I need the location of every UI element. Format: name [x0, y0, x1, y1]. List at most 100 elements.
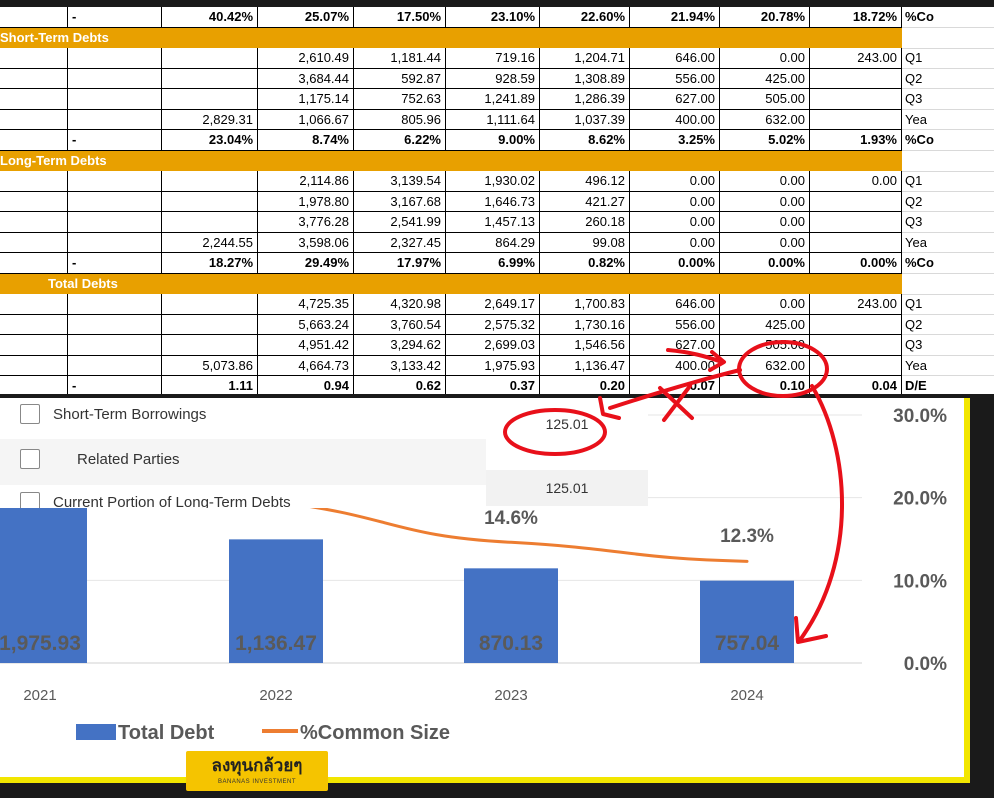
cell[interactable]: 3,684.44 [258, 68, 354, 89]
cell[interactable]: 5,663.24 [258, 314, 354, 335]
cell[interactable] [0, 191, 68, 212]
cell[interactable]: 4,320.98 [354, 294, 446, 315]
cell[interactable]: 40.42% [162, 7, 258, 28]
row-label[interactable]: Yea [902, 110, 994, 130]
cell[interactable]: 1,930.02 [446, 171, 540, 192]
cell[interactable]: 3,133.42 [354, 355, 446, 376]
cell[interactable]: 0.00% [720, 253, 810, 274]
cell[interactable] [0, 212, 68, 233]
cell[interactable] [810, 191, 902, 212]
cell[interactable] [810, 314, 902, 335]
row-label[interactable]: Q3 [902, 335, 994, 356]
cell[interactable]: 6.22% [354, 130, 446, 151]
cell[interactable]: 496.12 [540, 171, 630, 192]
cell[interactable]: 21.94% [630, 7, 720, 28]
cell[interactable] [0, 294, 68, 315]
cell[interactable]: 1,037.39 [540, 109, 630, 130]
cell[interactable]: 99.08 [540, 232, 630, 253]
cell[interactable]: 3,598.06 [258, 232, 354, 253]
cell[interactable]: 805.96 [354, 109, 446, 130]
cell[interactable]: 4,725.35 [258, 294, 354, 315]
cell[interactable]: 1,308.89 [540, 68, 630, 89]
cell[interactable]: 752.63 [354, 89, 446, 110]
cell[interactable]: 6.99% [446, 253, 540, 274]
cell[interactable]: 0.00 [720, 171, 810, 192]
cell[interactable] [810, 212, 902, 233]
cell[interactable]: 3,294.62 [354, 335, 446, 356]
cell[interactable]: - [68, 7, 162, 28]
cell[interactable] [68, 109, 162, 130]
cell[interactable]: 2,575.32 [446, 314, 540, 335]
cell[interactable]: 4,664.73 [258, 355, 354, 376]
row-label[interactable]: %Co [902, 253, 994, 274]
cell[interactable]: 2,829.31 [162, 109, 258, 130]
cell[interactable]: 1,975.93 [446, 355, 540, 376]
cell[interactable] [162, 89, 258, 110]
cell[interactable]: 23.04% [162, 130, 258, 151]
row-label[interactable]: Q3 [902, 89, 994, 110]
cell[interactable]: 505.00 [720, 89, 810, 110]
cell[interactable] [0, 232, 68, 253]
checkbox[interactable] [20, 449, 40, 469]
cell[interactable]: - [68, 130, 162, 151]
cell[interactable]: 0.00 [630, 171, 720, 192]
cell[interactable]: 0.82% [540, 253, 630, 274]
cell[interactable]: 18.72% [810, 7, 902, 28]
row-label[interactable]: Q1 [902, 48, 994, 69]
cell[interactable]: 18.27% [162, 253, 258, 274]
cell[interactable]: 1,111.64 [446, 109, 540, 130]
cell[interactable] [810, 232, 902, 253]
cell[interactable] [68, 171, 162, 192]
row-label[interactable]: %Co [902, 7, 994, 28]
cell[interactable] [0, 314, 68, 335]
cell[interactable]: 2,114.86 [258, 171, 354, 192]
cell[interactable] [68, 335, 162, 356]
cell[interactable] [0, 171, 68, 192]
cell[interactable] [810, 109, 902, 130]
row-label[interactable]: Yea [902, 233, 994, 253]
row-label[interactable]: %Co [902, 130, 994, 151]
cell[interactable] [68, 48, 162, 69]
cell[interactable]: 1,730.16 [540, 314, 630, 335]
cell[interactable]: 5,073.86 [162, 355, 258, 376]
cell[interactable]: 17.50% [354, 7, 446, 28]
cell[interactable]: 425.00 [720, 314, 810, 335]
cell[interactable]: - [68, 253, 162, 274]
cell[interactable] [810, 68, 902, 89]
popup-item-current-portion[interactable]: Current Portion of Long-Term Debts [0, 484, 486, 508]
cell[interactable]: 3.25% [630, 130, 720, 151]
cell[interactable] [0, 68, 68, 89]
cell[interactable]: 2,649.17 [446, 294, 540, 315]
cell[interactable]: 2,610.49 [258, 48, 354, 69]
cell[interactable]: 1,646.73 [446, 191, 540, 212]
cell[interactable]: 3,776.28 [258, 212, 354, 233]
cell[interactable]: 3,139.54 [354, 171, 446, 192]
cell[interactable]: 1,136.47 [540, 355, 630, 376]
cell[interactable]: 8.62% [540, 130, 630, 151]
cell[interactable]: 2,541.99 [354, 212, 446, 233]
cell[interactable] [0, 130, 68, 151]
cell[interactable]: 243.00 [810, 48, 902, 69]
cell[interactable]: 5.02% [720, 130, 810, 151]
cell[interactable]: 425.00 [720, 68, 810, 89]
cell[interactable] [68, 314, 162, 335]
cell[interactable]: 400.00 [630, 109, 720, 130]
checkbox[interactable] [20, 404, 40, 424]
cell[interactable] [0, 355, 68, 376]
cell[interactable]: 556.00 [630, 314, 720, 335]
cell[interactable]: 1,457.13 [446, 212, 540, 233]
row-label[interactable]: Yea [902, 356, 994, 376]
cell[interactable]: 4,951.42 [258, 335, 354, 356]
cell[interactable]: 0.00% [630, 253, 720, 274]
cell[interactable] [162, 294, 258, 315]
cell[interactable]: 632.00 [720, 355, 810, 376]
cell[interactable]: 928.59 [446, 68, 540, 89]
cell[interactable] [68, 68, 162, 89]
row-label[interactable]: Q2 [902, 315, 994, 335]
cell[interactable]: 1,546.56 [540, 335, 630, 356]
cell[interactable]: 3,167.68 [354, 191, 446, 212]
cell[interactable]: 1,066.67 [258, 109, 354, 130]
cell[interactable] [0, 335, 68, 356]
cell[interactable]: 0.00% [810, 253, 902, 274]
cell[interactable] [162, 212, 258, 233]
